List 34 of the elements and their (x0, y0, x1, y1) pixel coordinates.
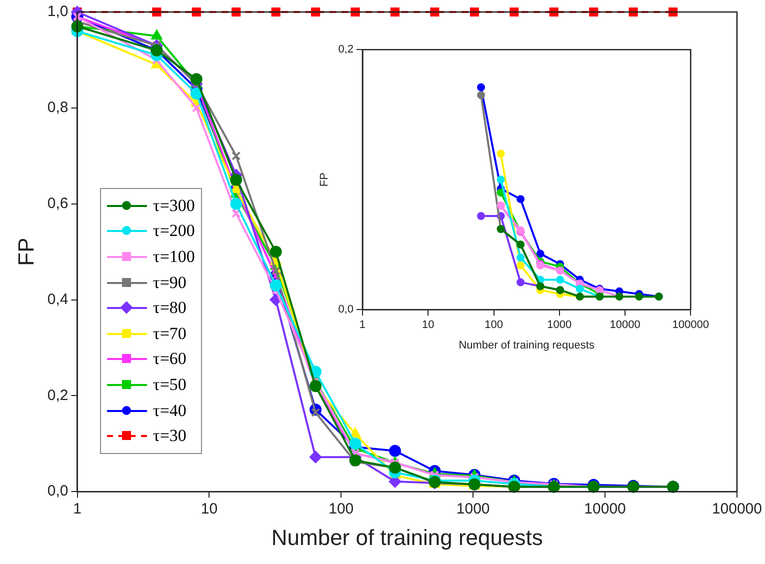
y-tick-label: 0,2 (338, 44, 354, 56)
legend-label: τ=100 (153, 246, 195, 267)
legend-label: τ=200 (153, 221, 195, 242)
x-tick-label: 1000 (547, 319, 572, 332)
legend-label: τ=30 (153, 426, 186, 446)
y-tick-label: 0,4 (47, 290, 68, 308)
legend-label: τ=80 (153, 298, 186, 318)
x-tick-label: 1 (359, 319, 366, 332)
y-tick-label: 0,6 (47, 194, 68, 212)
y-axis-title: FP (318, 172, 331, 187)
legend-label: τ=60 (153, 349, 186, 370)
x-tick-label: 100 (484, 319, 503, 332)
x-tick-label: 100000 (672, 319, 710, 332)
x-tick-label: 1 (73, 500, 82, 518)
y-axis-title: FP (13, 238, 38, 266)
legend-label: τ=300 (153, 196, 195, 216)
y-tick-label: 0,2 (47, 386, 68, 404)
x-tick-label: 10 (422, 319, 434, 332)
x-tick-label: 10000 (610, 319, 640, 332)
legend-label: τ=40 (153, 400, 186, 421)
legend-label: τ=90 (153, 272, 186, 293)
x-tick-label: 100 (328, 500, 354, 518)
x-tick-label: 10 (200, 500, 218, 518)
legend-label: τ=50 (153, 374, 186, 395)
x-tick-label: 100000 (712, 500, 762, 518)
y-tick-label: 0,0 (47, 482, 68, 500)
y-tick-label: 0,8 (47, 99, 68, 116)
x-axis-title: Number of training requests (271, 524, 543, 550)
y-tick-label: 1,0 (47, 3, 68, 20)
y-tick-label: 0,0 (338, 304, 354, 316)
x-tick-label: 1000 (456, 500, 490, 518)
x-tick-label: 10000 (584, 500, 626, 518)
x-axis-title: Number of training requests (458, 339, 595, 352)
legend-label: τ=70 (153, 324, 186, 344)
